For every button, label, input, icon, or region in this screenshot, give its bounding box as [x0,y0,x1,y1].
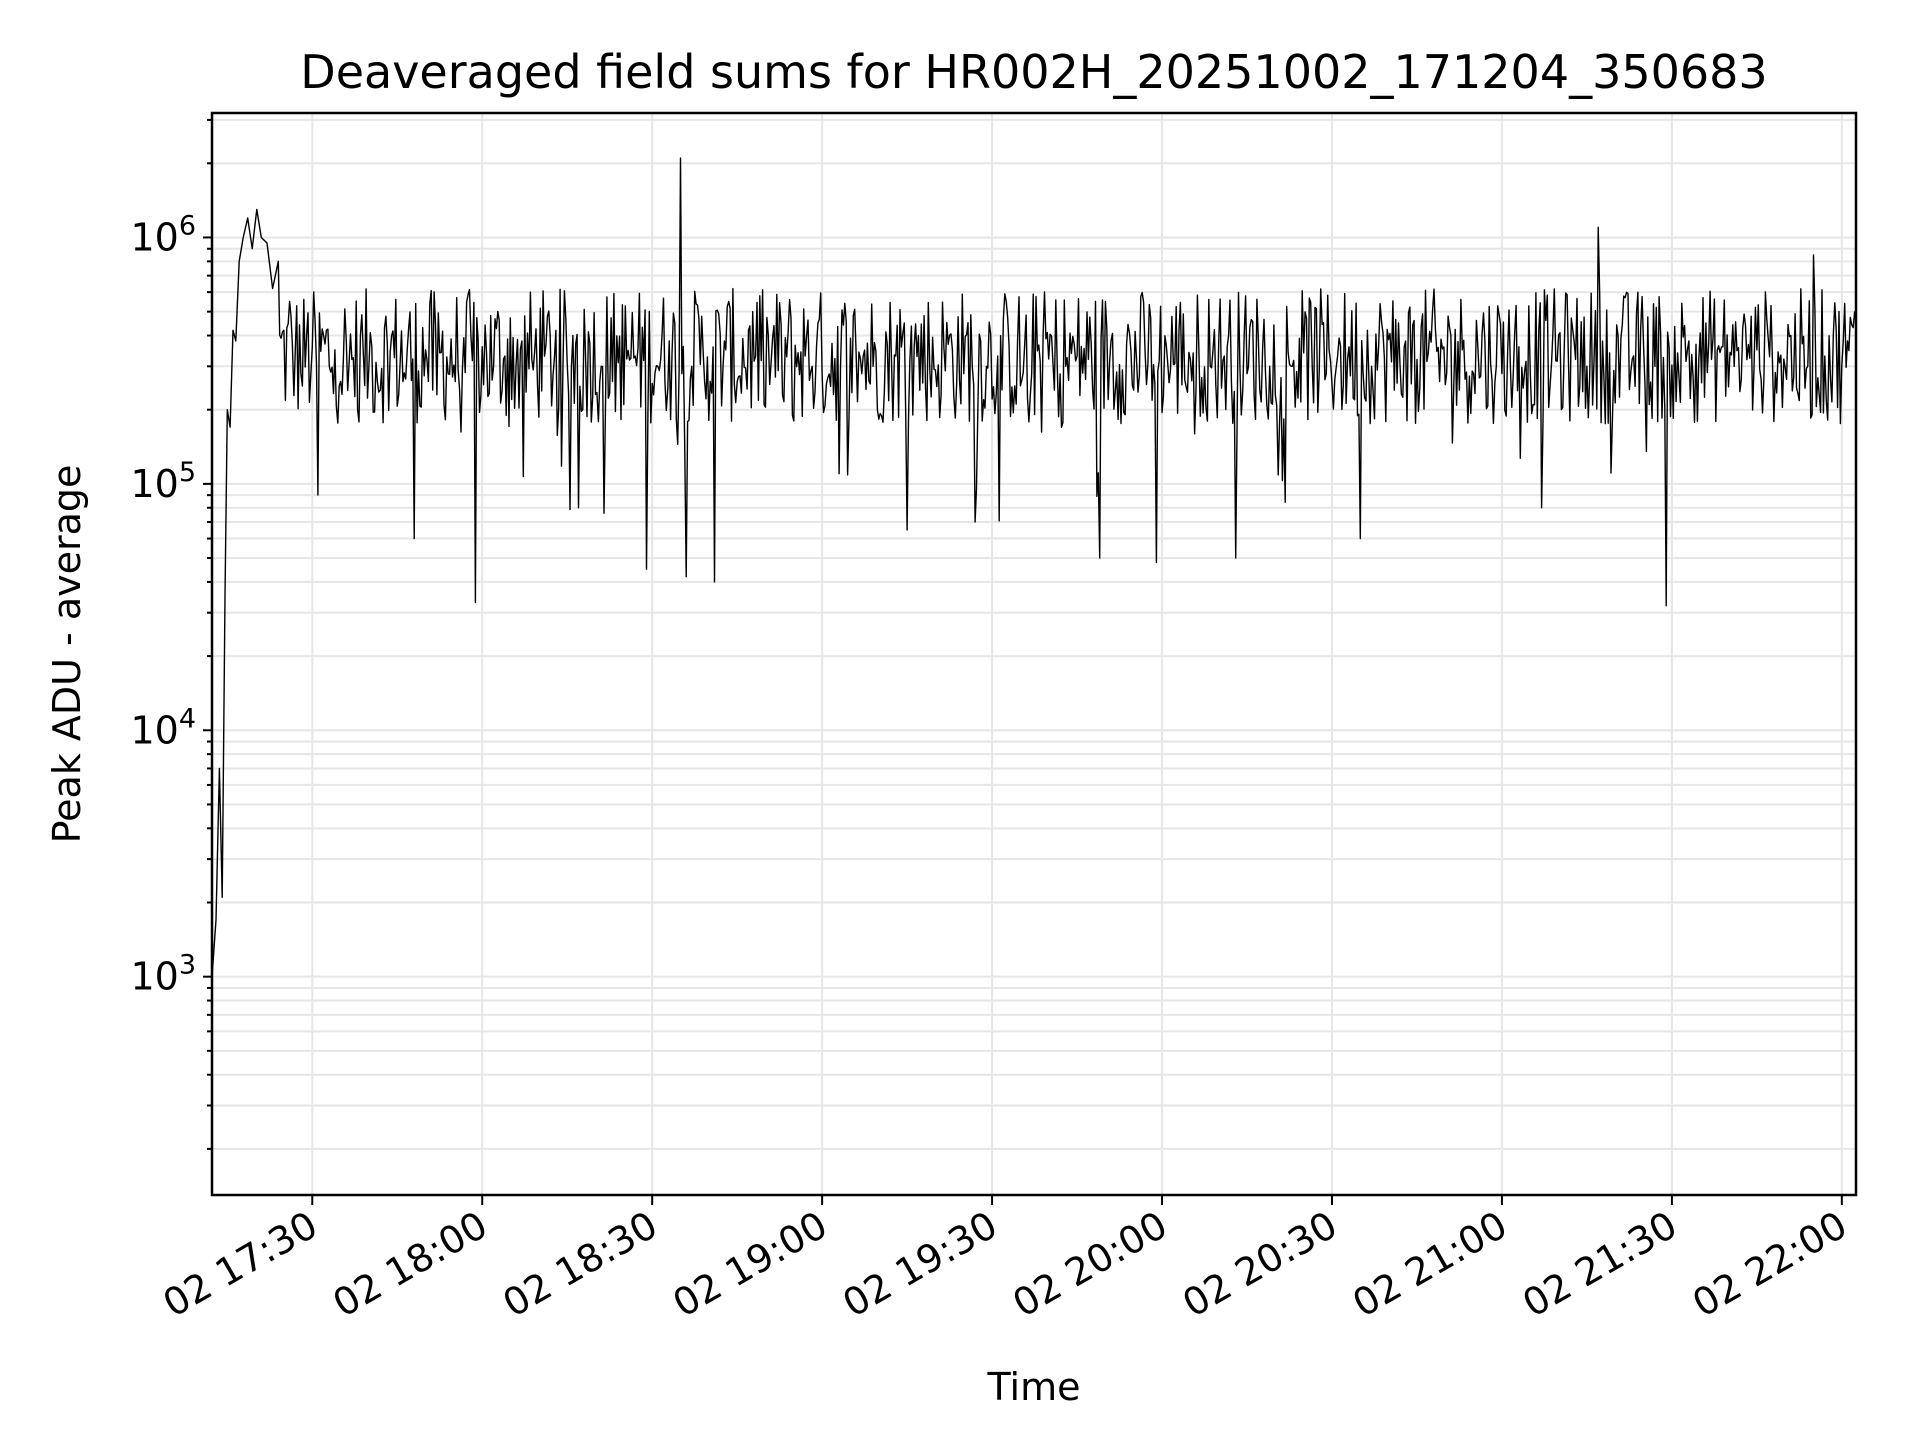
plot-frame [210,111,1858,1197]
series-line [211,157,1857,977]
y-grid [212,118,1856,1150]
x-axis-title: Time [987,1365,1081,1409]
x-grid [311,113,1843,1195]
y-tick-label: 103 [130,950,196,999]
y-tick-label: 105 [130,457,196,506]
y-tick-label: 106 [130,210,196,259]
y-axis: 103 104 105 106 [130,118,212,1150]
y-tick-label: 104 [130,703,196,752]
chart-title: Deaveraged field sums for HR002H_2025100… [300,45,1767,99]
y-axis-title: Peak ADU - average [45,465,89,844]
